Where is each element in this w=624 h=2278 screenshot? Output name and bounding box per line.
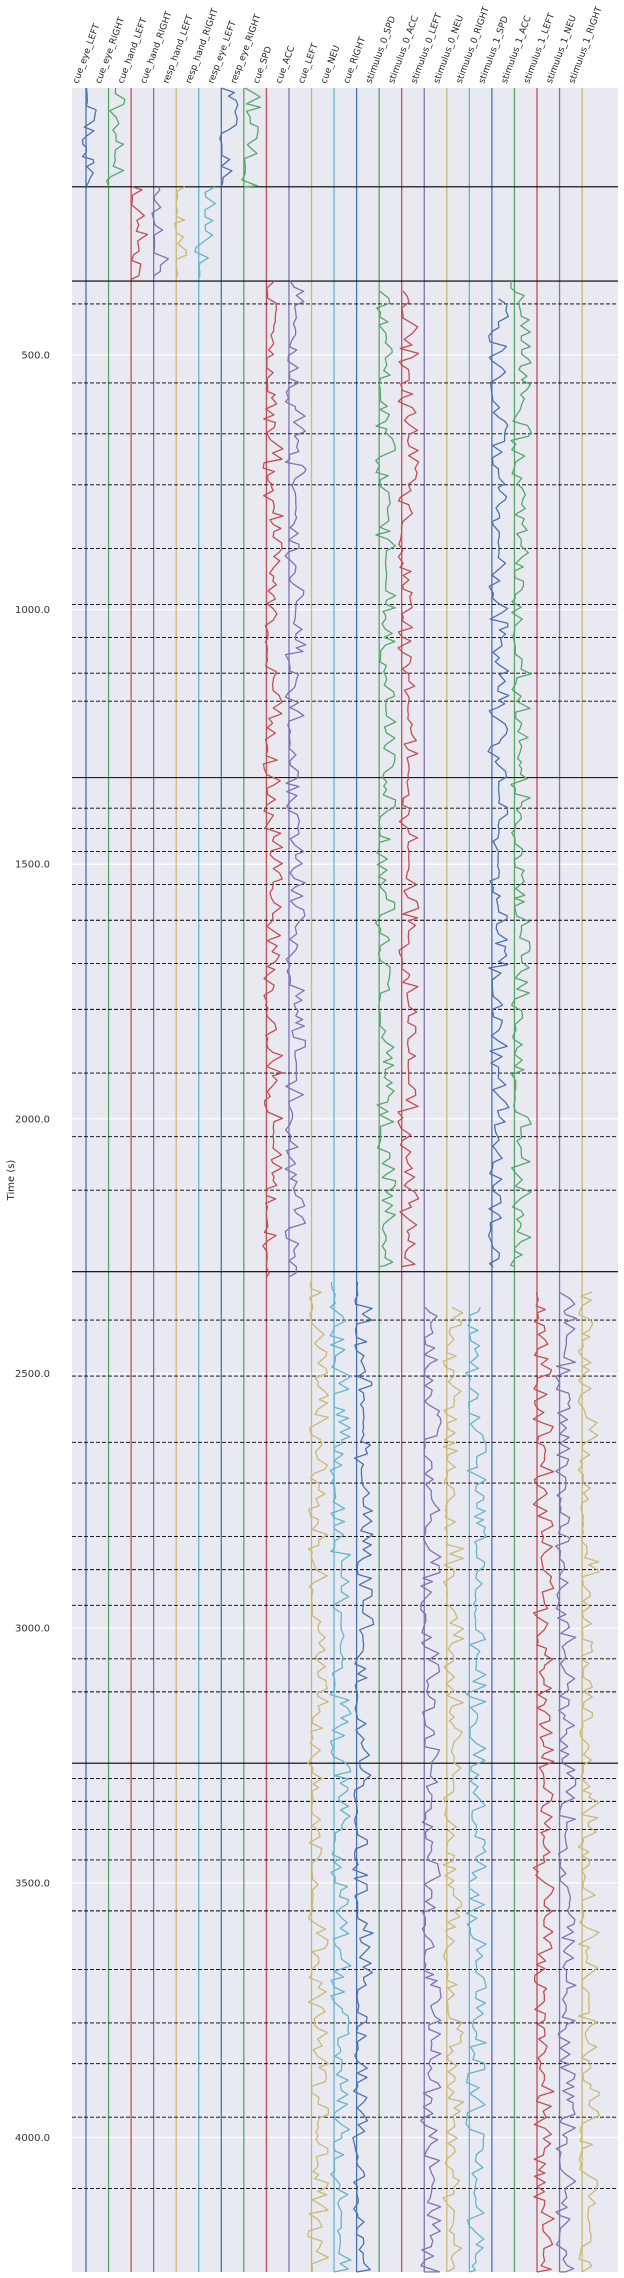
data-series: [81, 87, 600, 2273]
series-line: [577, 1291, 600, 2273]
column-labels: cue_eye_LEFTcue_eye_RIGHTcue_hand_LEFTcu…: [71, 5, 604, 85]
gridlines: [72, 354, 618, 2139]
y-tick-label: 4000.0: [15, 2133, 50, 2144]
series-line: [509, 280, 532, 1268]
series-line: [352, 1281, 375, 2273]
series-line: [284, 280, 307, 1278]
y-tick-label: 1000.0: [15, 605, 50, 616]
series-line: [487, 298, 510, 1268]
y-tick-label: 1500.0: [15, 860, 50, 871]
series-line: [81, 87, 97, 188]
series-line: [130, 186, 149, 281]
column-label: cue_ACC: [274, 45, 297, 85]
series-line: [262, 280, 284, 1278]
series-line: [420, 1306, 442, 2273]
series-line: [194, 186, 217, 280]
y-tick-label: 500.0: [21, 350, 50, 361]
series-line: [442, 1306, 465, 2273]
series-line: [241, 87, 262, 188]
column-label: cue_LEFT: [297, 42, 321, 85]
series-line: [219, 87, 239, 188]
plot-background: [72, 88, 618, 2272]
y-tick-labels: 500.0 1000.0 1500.0 2000.0 2500.0 3000.0 3500.…: [15, 350, 50, 2144]
series-line: [555, 1291, 578, 2273]
y-tick-label: 2000.0: [15, 1114, 50, 1125]
series-line: [329, 1281, 352, 2273]
y-tick-label: 2500.0: [15, 1369, 50, 1380]
column-label: cue_NEU: [319, 44, 342, 85]
series-line: [106, 87, 126, 187]
trial-markers: [72, 303, 618, 2189]
column-label: cue_RIGHT: [342, 35, 368, 85]
y-tick-label: 3500.0: [15, 1878, 50, 1889]
series-line: [307, 1281, 330, 2273]
series-line: [465, 1307, 487, 2273]
series-line: [374, 290, 397, 1268]
series-line: [173, 186, 187, 280]
series-line: [532, 1291, 555, 2273]
column-baselines: [85, 88, 583, 2272]
y-axis-label: Time (s): [6, 1160, 17, 1202]
y-tick-label: 3000.0: [15, 1624, 50, 1635]
series-line: [397, 290, 420, 1268]
column-label: cue_SPD: [252, 45, 275, 85]
series-line: [151, 186, 170, 280]
